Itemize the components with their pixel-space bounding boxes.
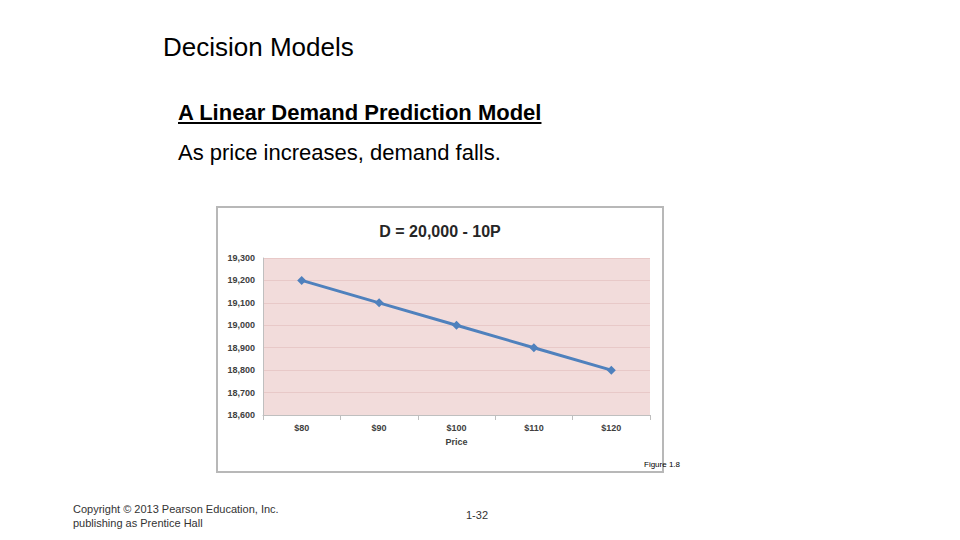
html-text:As price increases, demand fal: As price increases, demand falls. (178, 140, 501, 165)
svg-text:19,000: 19,000 (227, 320, 255, 330)
svg-text:$80: $80 (294, 423, 309, 433)
svg-text:18,800: 18,800 (227, 365, 255, 375)
svg-text:18,900: 18,900 (227, 343, 255, 353)
svg-text:$90: $90 (372, 423, 387, 433)
svg-text:19,300: 19,300 (227, 253, 255, 263)
html-text:A Linear Demand Prediction Mod: A Linear Demand Prediction Model (178, 100, 542, 125)
html-text:1-32: 1-32 (466, 509, 488, 521)
html-text:Decision Models: Decision Models (163, 32, 354, 62)
svg-text:$100: $100 (446, 423, 466, 433)
svg-text:19,100: 19,100 (227, 298, 255, 308)
svg-text:D = 20,000 - 10P: D = 20,000 - 10P (379, 223, 501, 240)
svg-text:Price: Price (445, 437, 467, 447)
html-text:Copyright © 2013 Pearson Educa: Copyright © 2013 Pearson Education, Inc.… (73, 503, 279, 529)
html-text:Figure 1.8: Figure 1.8 (644, 460, 680, 469)
svg-text:18,700: 18,700 (227, 388, 255, 398)
svg-text:19,200: 19,200 (227, 275, 255, 285)
svg-text:$120: $120 (601, 423, 621, 433)
svg-text:$110: $110 (524, 423, 544, 433)
svg-text:18,600: 18,600 (227, 410, 255, 420)
